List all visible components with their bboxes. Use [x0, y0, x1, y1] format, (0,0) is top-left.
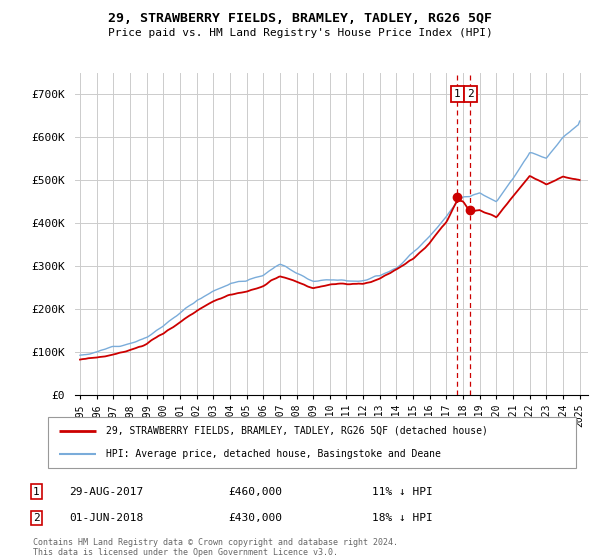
Text: 1: 1: [33, 487, 40, 497]
Text: 18% ↓ HPI: 18% ↓ HPI: [372, 513, 433, 523]
FancyBboxPatch shape: [48, 417, 576, 468]
Text: 1: 1: [454, 89, 461, 99]
Text: £430,000: £430,000: [228, 513, 282, 523]
Text: Price paid vs. HM Land Registry's House Price Index (HPI): Price paid vs. HM Land Registry's House …: [107, 28, 493, 38]
Text: 29-AUG-2017: 29-AUG-2017: [69, 487, 143, 497]
Text: £460,000: £460,000: [228, 487, 282, 497]
Text: 2: 2: [33, 513, 40, 523]
Text: 29, STRAWBERRY FIELDS, BRAMLEY, TADLEY, RG26 5QF: 29, STRAWBERRY FIELDS, BRAMLEY, TADLEY, …: [108, 12, 492, 25]
Text: 29, STRAWBERRY FIELDS, BRAMLEY, TADLEY, RG26 5QF (detached house): 29, STRAWBERRY FIELDS, BRAMLEY, TADLEY, …: [106, 426, 488, 436]
Text: 01-JUN-2018: 01-JUN-2018: [69, 513, 143, 523]
Text: HPI: Average price, detached house, Basingstoke and Deane: HPI: Average price, detached house, Basi…: [106, 449, 441, 459]
Text: Contains HM Land Registry data © Crown copyright and database right 2024.
This d: Contains HM Land Registry data © Crown c…: [33, 538, 398, 557]
Text: 2: 2: [467, 89, 473, 99]
Text: 11% ↓ HPI: 11% ↓ HPI: [372, 487, 433, 497]
